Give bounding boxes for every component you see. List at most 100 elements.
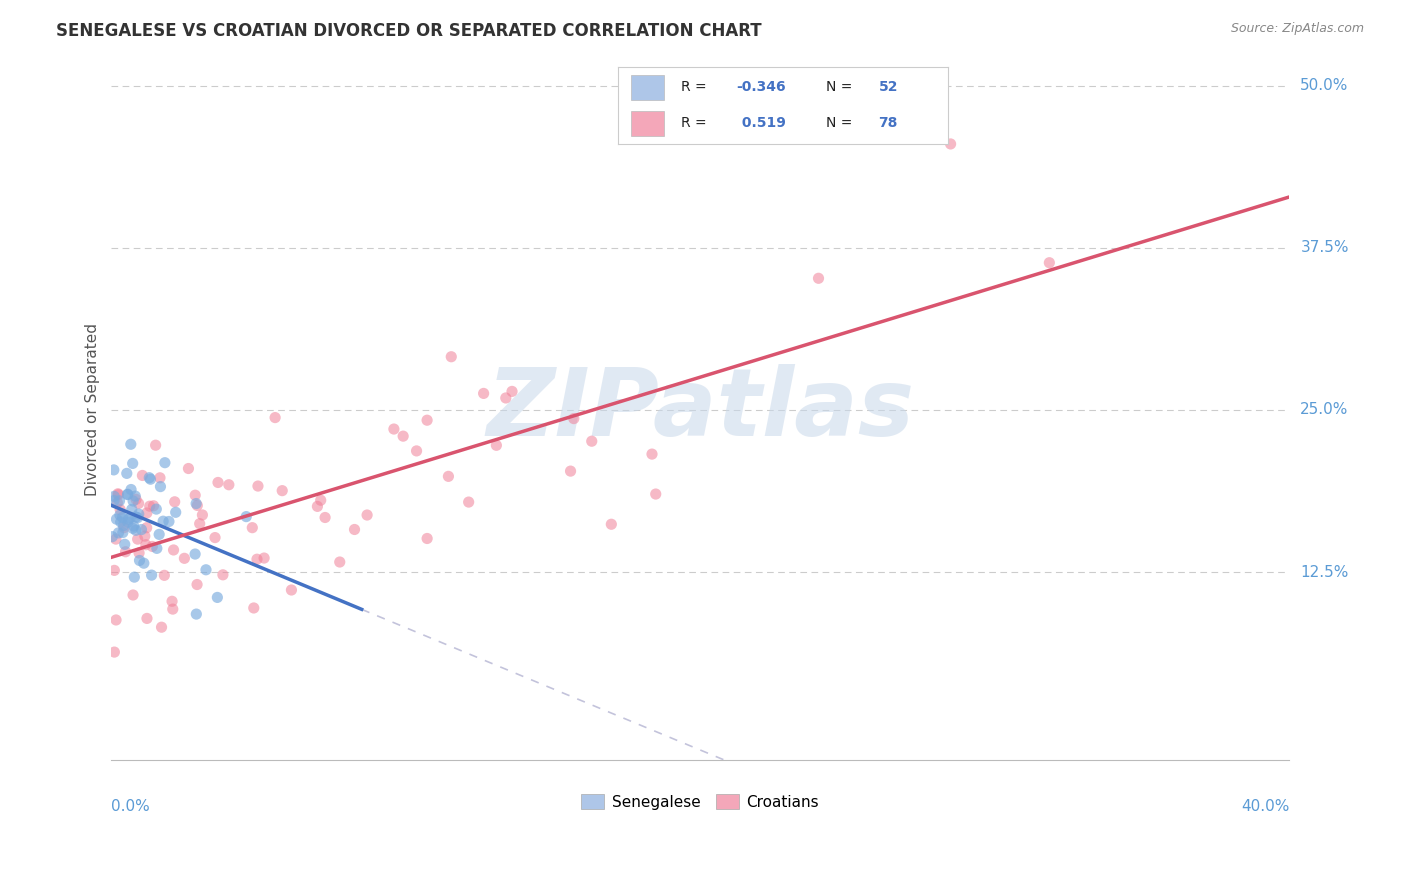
Point: [253, 551, 276, 566]
Point: [644, 487, 666, 501]
Point: [145, 502, 167, 516]
Point: [160, 594, 183, 608]
Point: [125, 492, 148, 507]
Point: [105, 613, 128, 627]
Point: [131, 523, 153, 537]
Point: [121, 521, 143, 535]
Point: [112, 518, 135, 533]
Point: [416, 532, 439, 546]
Point: [115, 467, 138, 481]
Point: [139, 472, 162, 486]
Y-axis label: Divorced or Separated: Divorced or Separated: [86, 324, 100, 497]
Text: 25.0%: 25.0%: [1301, 402, 1348, 417]
Point: [149, 480, 172, 494]
Point: [127, 532, 149, 546]
Point: [416, 413, 439, 427]
Point: [153, 456, 176, 470]
Text: ZIPatlas: ZIPatlas: [486, 364, 914, 456]
Point: [122, 519, 145, 533]
Legend: Senegalese, Croatians: Senegalese, Croatians: [575, 788, 825, 816]
Point: [562, 411, 585, 425]
Point: [186, 607, 208, 621]
Point: [581, 434, 603, 449]
Point: [246, 479, 269, 493]
Point: [246, 552, 269, 566]
Point: [108, 508, 131, 522]
Point: [163, 495, 186, 509]
Point: [207, 591, 229, 605]
Text: Source: ZipAtlas.com: Source: ZipAtlas.com: [1230, 22, 1364, 36]
Point: [128, 507, 150, 521]
Point: [157, 515, 180, 529]
Point: [103, 489, 125, 503]
Text: 0.0%: 0.0%: [111, 799, 150, 814]
Point: [111, 525, 134, 540]
Point: [186, 577, 208, 591]
Point: [153, 568, 176, 582]
Point: [382, 422, 405, 436]
Point: [125, 524, 148, 538]
Point: [117, 516, 139, 530]
Point: [186, 497, 208, 511]
Point: [437, 469, 460, 483]
Point: [128, 496, 150, 510]
Point: [405, 444, 427, 458]
Point: [121, 502, 143, 516]
Point: [108, 493, 131, 508]
Point: [807, 271, 830, 285]
Point: [138, 499, 160, 513]
Point: [485, 438, 508, 452]
Point: [329, 555, 352, 569]
Point: [120, 437, 142, 451]
Point: [124, 489, 146, 503]
Point: [939, 136, 962, 151]
Point: [150, 620, 173, 634]
Point: [117, 487, 139, 501]
Point: [110, 515, 132, 529]
Point: [132, 556, 155, 570]
Point: [122, 588, 145, 602]
Point: [307, 500, 329, 514]
Text: 40.0%: 40.0%: [1241, 799, 1289, 814]
Point: [162, 602, 184, 616]
Point: [235, 509, 257, 524]
Point: [314, 510, 336, 524]
Point: [472, 386, 495, 401]
Point: [173, 551, 195, 566]
Point: [184, 488, 207, 502]
Point: [117, 487, 139, 501]
Point: [122, 494, 145, 508]
Point: [146, 541, 169, 556]
Point: [128, 546, 150, 560]
Point: [240, 521, 263, 535]
Point: [309, 493, 332, 508]
Point: [560, 464, 582, 478]
Point: [103, 463, 125, 477]
Point: [114, 545, 136, 559]
Point: [356, 508, 378, 522]
Point: [125, 510, 148, 524]
Point: [127, 510, 149, 524]
Point: [280, 582, 302, 597]
Point: [103, 645, 125, 659]
Point: [131, 468, 153, 483]
Point: [103, 563, 125, 577]
Point: [135, 521, 157, 535]
Text: SENEGALESE VS CROATIAN DIVORCED OR SEPARATED CORRELATION CHART: SENEGALESE VS CROATIAN DIVORCED OR SEPAR…: [56, 22, 762, 40]
Point: [495, 391, 517, 405]
Point: [107, 488, 129, 502]
Point: [136, 611, 159, 625]
Point: [117, 512, 139, 526]
Point: [134, 529, 156, 543]
Point: [343, 523, 366, 537]
Point: [271, 483, 294, 498]
Point: [641, 447, 664, 461]
Point: [186, 499, 208, 513]
Point: [114, 537, 136, 551]
Point: [242, 601, 264, 615]
Point: [108, 502, 131, 516]
Point: [264, 410, 287, 425]
Point: [111, 510, 134, 524]
Point: [191, 508, 214, 522]
Text: 50.0%: 50.0%: [1301, 78, 1348, 93]
